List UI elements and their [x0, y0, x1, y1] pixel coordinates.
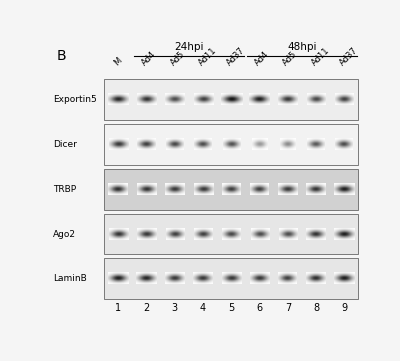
- Text: M: M: [112, 56, 124, 67]
- Text: 2: 2: [144, 303, 150, 313]
- Text: 1: 1: [115, 303, 122, 313]
- Text: Ad5: Ad5: [282, 49, 299, 67]
- Bar: [104, 79, 358, 120]
- Text: Dicer: Dicer: [53, 140, 77, 149]
- Text: 8: 8: [313, 303, 319, 313]
- Text: Ad37: Ad37: [225, 45, 247, 67]
- Text: TRBP: TRBP: [53, 185, 76, 194]
- Bar: [104, 214, 358, 254]
- Text: 9: 9: [341, 303, 347, 313]
- Text: Ad4: Ad4: [140, 49, 158, 67]
- Text: 24hpi: 24hpi: [174, 43, 204, 52]
- Text: Exportin5: Exportin5: [53, 95, 97, 104]
- Text: B: B: [56, 49, 66, 63]
- Bar: [104, 124, 358, 165]
- Text: 3: 3: [172, 303, 178, 313]
- Text: Ad11: Ad11: [310, 45, 331, 67]
- Text: LaminB: LaminB: [53, 274, 87, 283]
- Text: Ad5: Ad5: [168, 49, 186, 67]
- Text: 5: 5: [228, 303, 234, 313]
- Text: Ago2: Ago2: [53, 230, 76, 239]
- Text: Ad4: Ad4: [253, 49, 271, 67]
- Text: Ad11: Ad11: [197, 45, 218, 67]
- Bar: [104, 258, 358, 299]
- Text: 6: 6: [256, 303, 263, 313]
- Bar: [104, 169, 358, 209]
- Text: Ad37: Ad37: [338, 45, 360, 67]
- Text: 4: 4: [200, 303, 206, 313]
- Text: 48hpi: 48hpi: [287, 43, 317, 52]
- Text: 7: 7: [285, 303, 291, 313]
